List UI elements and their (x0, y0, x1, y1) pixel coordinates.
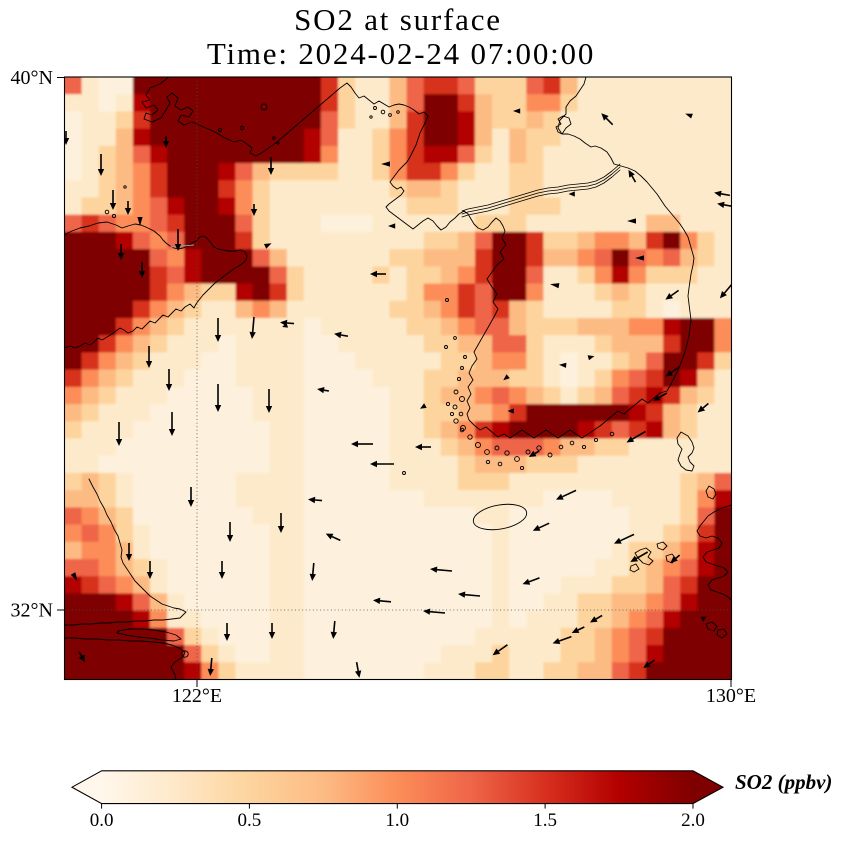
svg-text:SO2 (ppbv): SO2 (ppbv) (735, 770, 832, 794)
svg-text:1.5: 1.5 (533, 810, 557, 831)
svg-text:SO2 at surface: SO2 at surface (294, 2, 502, 37)
svg-text:32°N: 32°N (11, 600, 53, 622)
svg-text:0.5: 0.5 (238, 810, 262, 831)
svg-text:2.0: 2.0 (681, 810, 705, 831)
svg-text:1.0: 1.0 (385, 810, 409, 831)
svg-text:0.0: 0.0 (90, 810, 114, 831)
svg-text:Time: 2024-02-24 07:00:00: Time: 2024-02-24 07:00:00 (207, 36, 595, 71)
svg-text:122°E: 122°E (172, 685, 222, 707)
svg-text:40°N: 40°N (11, 67, 53, 89)
svg-text:130°E: 130°E (706, 685, 756, 707)
